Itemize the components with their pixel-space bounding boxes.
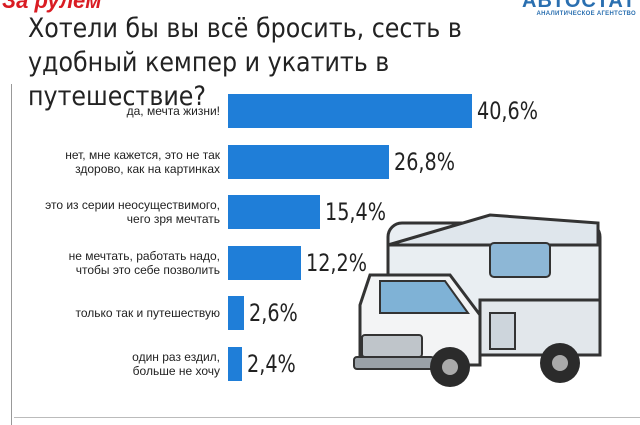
- bar: [228, 195, 321, 230]
- bar: [228, 144, 389, 179]
- category-label: только так и путешествую: [75, 306, 220, 321]
- category-label: да, мечта жизни!: [126, 104, 220, 118]
- bar: [228, 245, 302, 280]
- agency-subtitle: АНАЛИТИЧЕСКОЕ АГЕНТСТВО: [536, 11, 636, 17]
- bar: [228, 94, 472, 128]
- bar: [228, 296, 244, 331]
- category-label: нет, мне кажется, это не так здорово, ка…: [65, 147, 220, 176]
- bar: [228, 347, 243, 381]
- camper-illustration: [353, 213, 602, 387]
- frame-line: [11, 84, 12, 425]
- agency-name: АВТОСТАТ: [522, 0, 636, 12]
- category-label: не мечтать, работать надо, чтобы это себ…: [68, 248, 220, 277]
- category-label: один раз ездил, больше не хочу: [132, 350, 220, 378]
- category-label: это из серии неосуществимого, чего зря м…: [45, 198, 220, 227]
- value-label: 15,4%: [325, 198, 387, 227]
- value-label: 12,2%: [306, 248, 368, 277]
- chart-title: Хотели бы вы всё бросить, сесть в удобны…: [28, 13, 462, 112]
- value-label: 40,6%: [476, 97, 538, 125]
- value-label: 2,4%: [247, 350, 297, 378]
- value-label: 26,8%: [393, 147, 455, 176]
- footer-line: [14, 417, 640, 418]
- value-label: 2,6%: [248, 299, 298, 328]
- agency-logo: АВТОСТАТ АНАЛИТИЧЕСКОЕ АГЕНТСТВО: [522, 0, 636, 17]
- brand-logo: За рулем: [2, 0, 102, 13]
